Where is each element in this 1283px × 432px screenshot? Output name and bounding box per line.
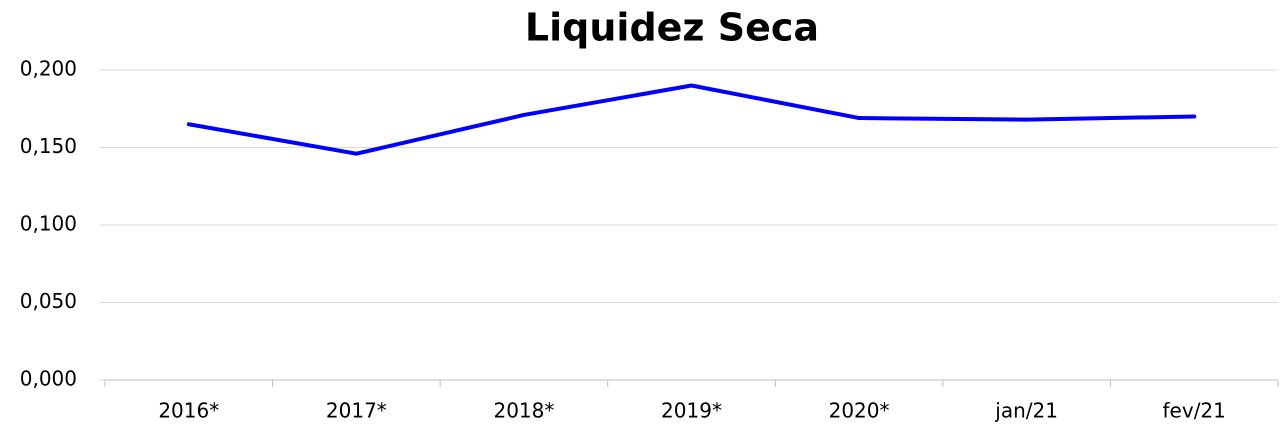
x-tick-label: fev/21 (1163, 399, 1226, 423)
line-series (186, 83, 1197, 156)
y-tick-label: 0,100 (20, 212, 77, 236)
x-tick-label: 2017* (326, 399, 387, 423)
x-tick-label: 2019* (661, 399, 722, 423)
x-tick-label: 2018* (493, 399, 554, 423)
y-tick-label: 0,150 (20, 134, 77, 158)
x-tick-label: 2016* (158, 399, 219, 423)
x-tick-label: 2020* (829, 399, 890, 423)
chart-title: Liquidez Seca (525, 6, 819, 50)
y-tick-label: 0,000 (20, 367, 77, 391)
x-tick-label: jan/21 (994, 399, 1058, 423)
y-tick-label: 0,050 (20, 289, 77, 313)
y-tick-label: 0,200 (20, 57, 77, 81)
